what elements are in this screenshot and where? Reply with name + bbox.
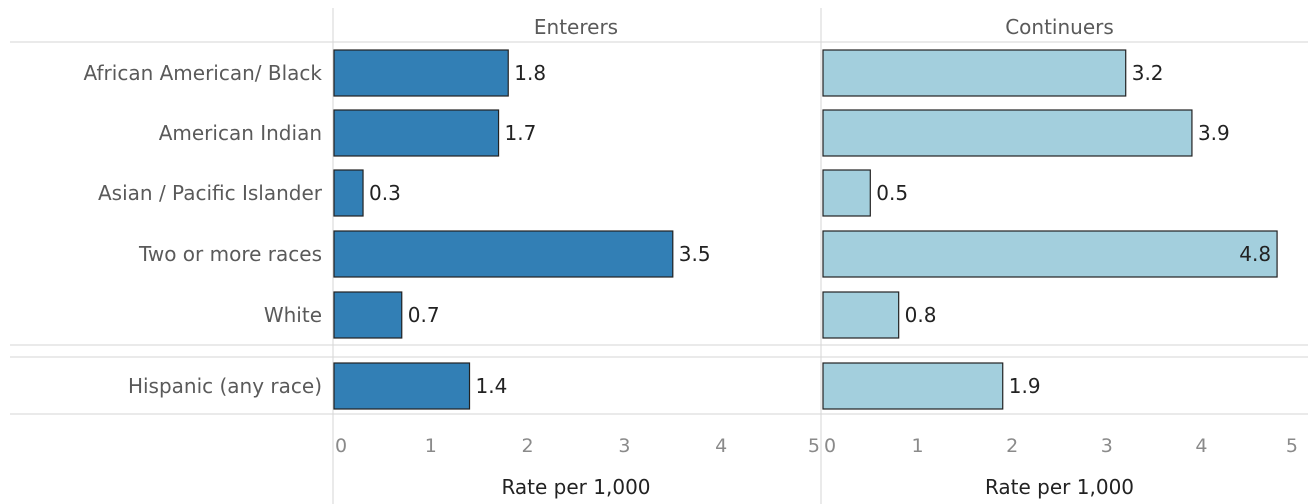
panel-title-enterers: Enterers [534,15,618,39]
value-label-enterers-african-american-black: 1.8 [514,61,546,85]
value-label-enterers-asian-pacific-islander: 0.3 [369,181,401,205]
bar-enterers-african-american-black [333,49,509,97]
tick-label-continuers-4: 4 [1195,435,1207,457]
value-label-enterers-hispanic-any-race: 1.4 [476,374,508,398]
panel-title-continuers: Continuers [1005,15,1114,39]
chart-panels: Enterers 1.8 1.7 0.3 3.5 0.7 1.4 0 1 2 3 4 5 Rate per… [333,15,1298,499]
bar-enterers-two-or-more-races [333,230,674,278]
value-label-enterers-two-or-more-races: 3.5 [679,242,711,266]
tick-label-enterers-0: 0 [335,435,347,457]
value-label-continuers-hispanic-any-race: 1.9 [1009,374,1041,398]
value-label-continuers-asian-pacific-islander: 0.5 [876,181,908,205]
bar-enterers-white [333,291,403,339]
category-label-hispanic-any-race: Hispanic (any race) [128,374,322,398]
category-label-two-or-more-races: Two or more races [138,242,322,266]
category-label-african-american-black: African American/ Black [84,61,323,85]
category-label-american-indian: American Indian [159,121,322,145]
tick-label-enterers-3: 3 [618,435,630,457]
category-label-asian-pacific-islander: Asian / Pacific Islander [98,181,323,205]
bar-continuers-hispanic-any-race [822,362,1004,410]
value-label-continuers-african-american-black: 3.2 [1132,61,1164,85]
value-label-enterers-white: 0.7 [408,303,440,327]
value-label-continuers-white: 0.8 [905,303,937,327]
panel-continuers: Continuers 3.2 3.9 0.5 4.8 0.8 1.9 0 1 2 3 4 5 Rate p… [822,15,1298,499]
axis-title-continuers: Rate per 1,000 [985,475,1134,499]
value-label-continuers-two-or-more-races: 4.8 [1239,242,1271,266]
tick-label-continuers-0: 0 [824,435,836,457]
tick-label-continuers-5: 5 [1286,435,1298,457]
tick-label-continuers-1: 1 [912,435,924,457]
chart-frame [10,8,1308,504]
value-label-enterers-american-indian: 1.7 [505,121,537,145]
tick-label-enterers-5: 5 [808,435,820,457]
category-labels: African American/ Black American Indian As… [84,61,323,398]
tick-label-continuers-3: 3 [1101,435,1113,457]
bar-continuers-american-indian [822,109,1193,157]
bar-enterers-american-indian [333,109,500,157]
bar-continuers-asian-pacific-islander [822,169,871,217]
panel-enterers: Enterers 1.8 1.7 0.3 3.5 0.7 1.4 0 1 2 3 4 5 Rate per… [333,15,820,499]
bar-enterers-hispanic-any-race [333,362,471,410]
tick-label-continuers-2: 2 [1006,435,1018,457]
axis-title-enterers: Rate per 1,000 [501,475,650,499]
bar-enterers-asian-pacific-islander [333,169,364,217]
tick-label-enterers-4: 4 [715,435,727,457]
value-label-continuers-american-indian: 3.9 [1198,121,1230,145]
category-label-white: White [264,303,322,327]
bar-continuers-african-american-black [822,49,1127,97]
bar-continuers-two-or-more-races [822,230,1278,278]
tick-label-enterers-2: 2 [522,435,534,457]
bar-continuers-white [822,291,900,339]
tick-label-enterers-1: 1 [425,435,437,457]
